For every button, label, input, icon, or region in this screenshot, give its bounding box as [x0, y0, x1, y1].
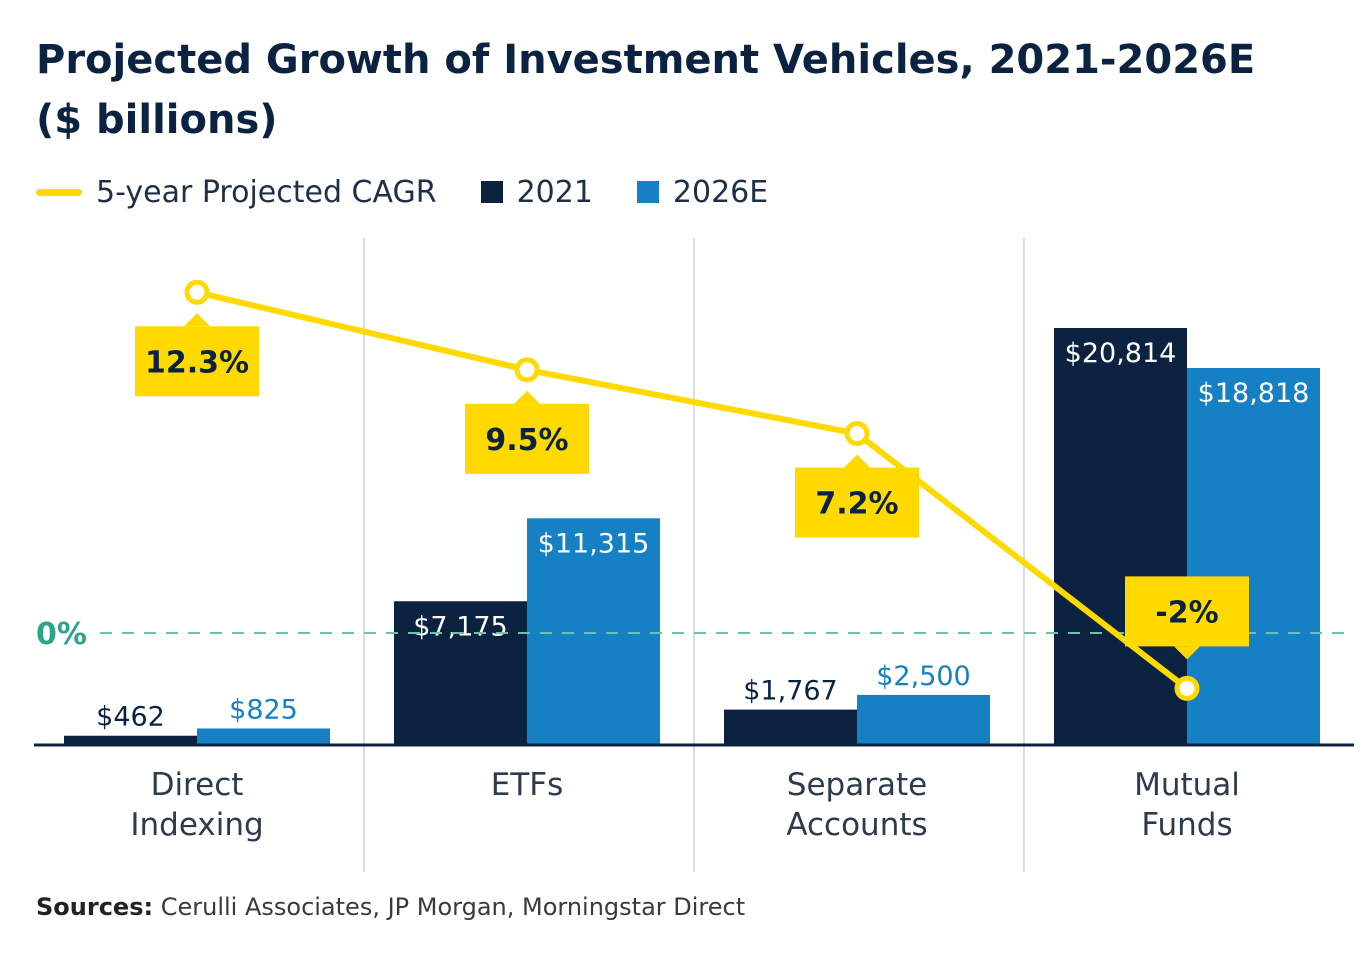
- category-label: ETFs: [491, 767, 564, 803]
- bar-2026e: [1187, 367, 1320, 745]
- bar-value-label: $825: [229, 694, 298, 725]
- cagr-callout-pointer: [1174, 646, 1200, 660]
- cagr-point-marker: [1174, 675, 1200, 701]
- bar-2021: [1054, 328, 1187, 745]
- bar-2021: [394, 601, 527, 745]
- category-label: Direct: [151, 767, 244, 803]
- legend-label-2026: 2026E: [672, 174, 769, 210]
- sources-text: Cerulli Associates, JP Morgan, Morningst…: [153, 893, 746, 921]
- legend-swatch-2021: [480, 181, 503, 203]
- cagr-callout-pointer: [844, 454, 870, 468]
- sources-note: Sources: Cerulli Associates, JP Morgan, …: [36, 893, 745, 921]
- cagr-callout-pointer: [514, 390, 540, 404]
- bar-2026e: [527, 518, 660, 745]
- cagr-callout-box: [795, 467, 919, 538]
- cagr-callout-pointer: [184, 313, 210, 327]
- cagr-callout-box: [135, 326, 259, 397]
- bar-value-label: $462: [96, 702, 165, 733]
- bar-2026e: [857, 694, 990, 745]
- cagr-callout-box: [1125, 576, 1249, 647]
- cagr-value-label: 9.5%: [485, 423, 568, 458]
- bar-value-label: $20,814: [1065, 338, 1177, 369]
- chart-legend: 5-year Projected CAGR 2021 2026E: [36, 170, 812, 214]
- cagr-value-label: 12.3%: [145, 345, 249, 380]
- legend-label-2021: 2021: [516, 174, 593, 210]
- legend-item-2026: 2026E: [636, 174, 769, 210]
- category-label: Funds: [1141, 807, 1232, 843]
- bar-value-label: $1,767: [743, 676, 837, 707]
- legend-swatch-2026: [636, 181, 659, 203]
- category-label: Indexing: [130, 807, 263, 843]
- bar-2026e: [197, 728, 330, 745]
- sources-label: Sources:: [36, 893, 154, 921]
- cagr-point-marker: [514, 357, 540, 383]
- cagr-value-label: 7.2%: [815, 487, 898, 522]
- cagr-value-label: -2%: [1155, 595, 1218, 630]
- legend-label-cagr: 5-year Projected CAGR: [96, 174, 437, 210]
- bar-2021: [724, 709, 857, 745]
- bar-value-label: $7,175: [413, 611, 507, 642]
- bar-value-label: $2,500: [876, 661, 970, 692]
- category-label: Accounts: [786, 807, 927, 843]
- cagr-callout-box: [465, 403, 589, 474]
- cagr-point-marker: [844, 421, 870, 447]
- legend-line-swatch: [36, 188, 82, 196]
- zero-label: 0%: [36, 617, 87, 652]
- legend-item-2021: 2021: [480, 174, 593, 210]
- category-label: Separate: [787, 767, 927, 803]
- cagr-line: [196, 289, 1189, 691]
- title-line-2: ($ billions): [36, 97, 278, 143]
- title-line-1: Projected Growth of Investment Vehicles,…: [36, 37, 1256, 83]
- category-label: Mutual: [1134, 767, 1240, 803]
- cagr-point-marker: [184, 279, 210, 305]
- chart-title: Projected Growth of Investment Vehicles,…: [36, 30, 1336, 150]
- bar-value-label: $18,818: [1198, 378, 1310, 409]
- bar-2021: [64, 735, 197, 745]
- bar-value-label: $11,315: [538, 528, 650, 559]
- legend-item-cagr: 5-year Projected CAGR: [36, 175, 437, 210]
